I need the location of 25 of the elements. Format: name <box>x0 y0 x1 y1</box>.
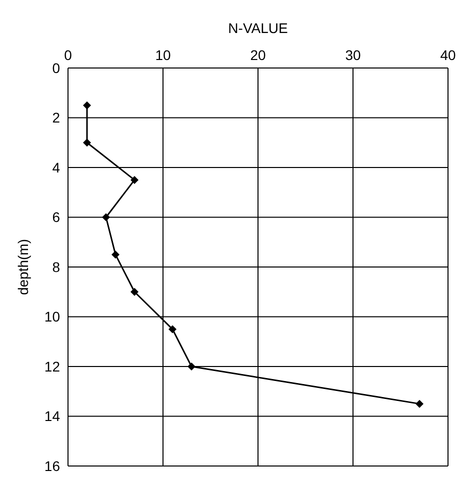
x-tick-label: 10 <box>155 47 171 63</box>
y-tick-label: 4 <box>52 159 60 176</box>
y-tick-label: 8 <box>52 258 60 275</box>
x-tick-label: 0 <box>64 47 72 63</box>
y-axis-title: depth(m) <box>14 238 31 296</box>
point <box>130 288 138 296</box>
y-tick-label: 10 <box>44 308 60 325</box>
point <box>416 400 424 408</box>
x-axis-title: N-VALUE <box>228 20 288 36</box>
x-tick-label: 30 <box>345 47 361 63</box>
point <box>83 101 91 110</box>
point <box>112 250 120 259</box>
point <box>130 176 138 184</box>
x-tick-label: 40 <box>440 47 456 63</box>
y-tick-label: 6 <box>52 209 60 226</box>
x-tick-label: 20 <box>250 47 266 63</box>
y-tick-label: 12 <box>44 358 60 374</box>
y-tick-label: 14 <box>44 408 60 424</box>
point <box>83 138 91 147</box>
point <box>168 325 176 334</box>
y-tick-label: 16 <box>44 458 60 474</box>
y-tick-label: 2 <box>52 110 60 126</box>
point <box>188 362 196 370</box>
point <box>102 213 110 222</box>
y-tick-label: 0 <box>52 60 60 76</box>
